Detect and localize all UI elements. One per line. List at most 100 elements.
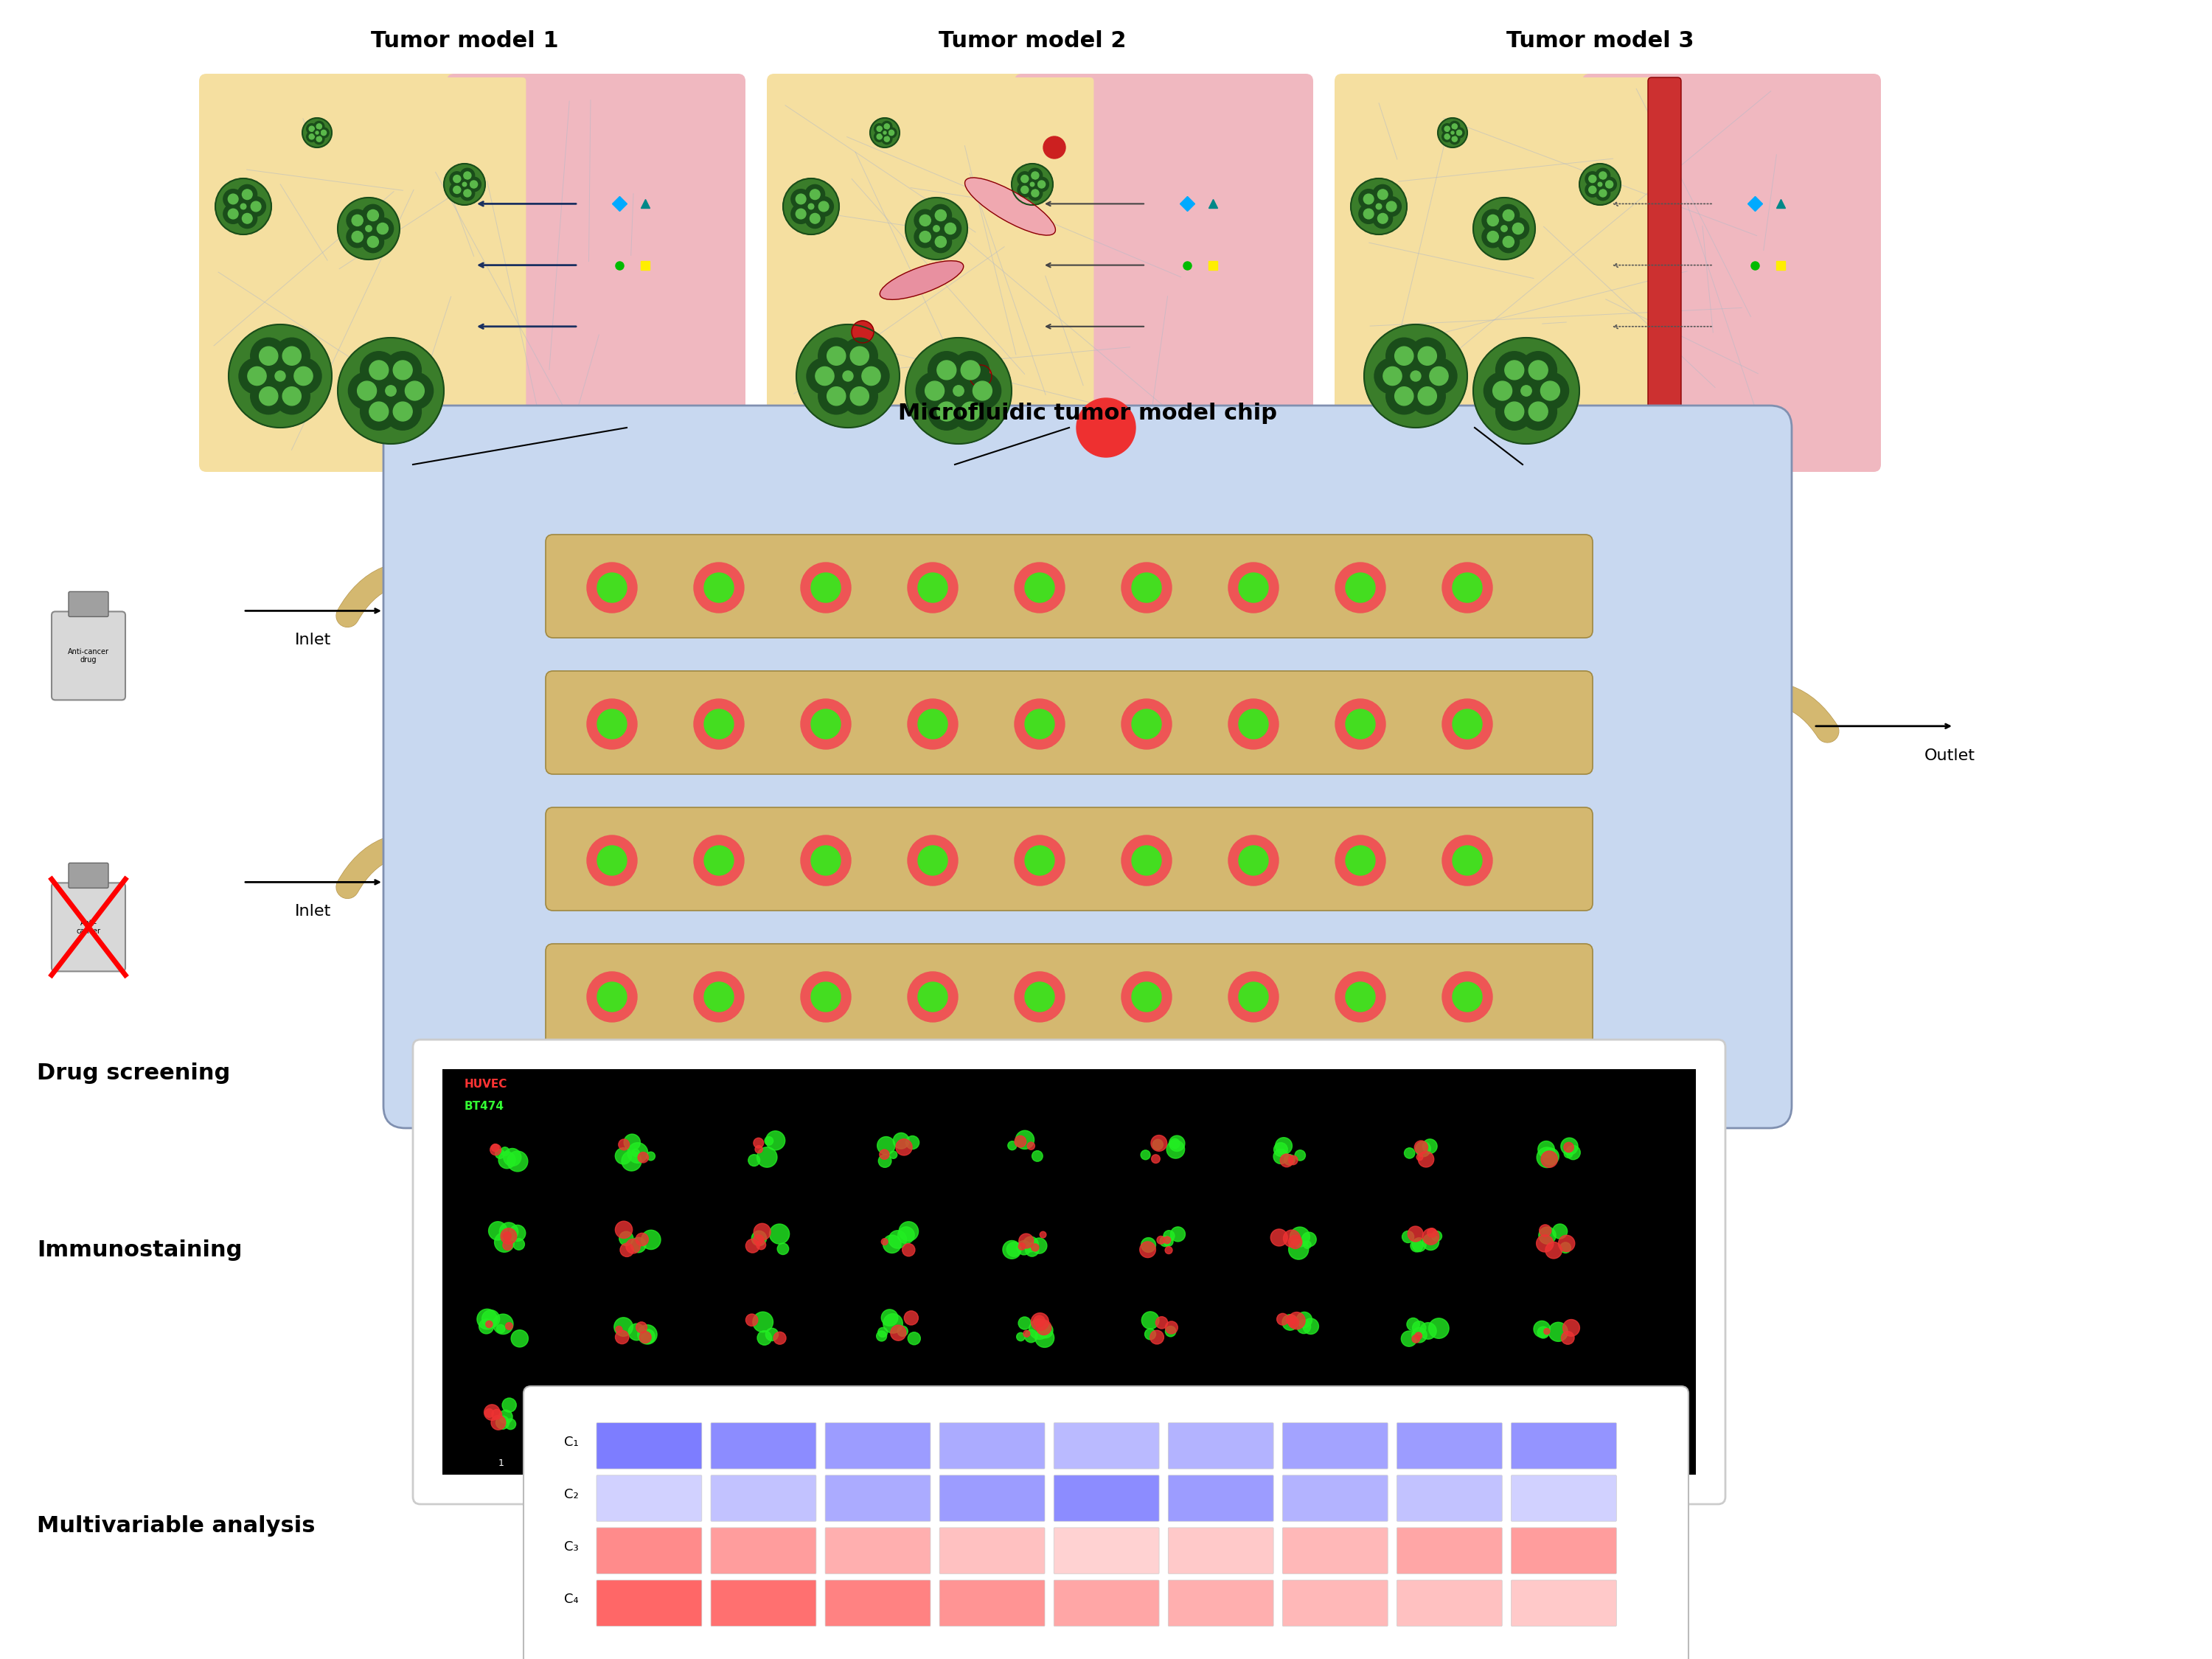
Text: Multivariable analysis: Multivariable analysis: [38, 1516, 314, 1536]
Circle shape: [907, 972, 958, 1022]
Ellipse shape: [964, 178, 1055, 236]
Circle shape: [1239, 710, 1267, 738]
Circle shape: [1444, 126, 1449, 131]
Circle shape: [1413, 1321, 1427, 1334]
Ellipse shape: [880, 260, 964, 300]
Circle shape: [907, 836, 958, 886]
Circle shape: [880, 1309, 898, 1326]
Circle shape: [630, 1402, 644, 1415]
FancyBboxPatch shape: [442, 1068, 1697, 1475]
Circle shape: [1597, 182, 1601, 186]
Circle shape: [1037, 1321, 1051, 1335]
Circle shape: [1121, 836, 1172, 886]
Circle shape: [1402, 1231, 1413, 1243]
Circle shape: [307, 124, 316, 134]
Circle shape: [241, 204, 246, 209]
Circle shape: [695, 972, 743, 1022]
Circle shape: [1228, 972, 1279, 1022]
Circle shape: [1276, 1314, 1290, 1326]
Circle shape: [1026, 1243, 1040, 1256]
FancyBboxPatch shape: [1648, 78, 1681, 468]
Circle shape: [1363, 194, 1374, 204]
Circle shape: [916, 372, 953, 410]
Circle shape: [1546, 1243, 1562, 1259]
Circle shape: [796, 325, 900, 428]
Circle shape: [491, 1145, 500, 1151]
Circle shape: [805, 201, 816, 212]
Circle shape: [1416, 1141, 1431, 1156]
Circle shape: [874, 124, 885, 134]
Circle shape: [754, 1145, 763, 1153]
Circle shape: [938, 360, 956, 380]
Circle shape: [880, 1239, 887, 1244]
FancyBboxPatch shape: [940, 1528, 1044, 1574]
Circle shape: [907, 1136, 920, 1150]
Circle shape: [241, 189, 252, 199]
Circle shape: [1433, 1404, 1449, 1420]
FancyBboxPatch shape: [414, 1040, 1725, 1505]
Circle shape: [1044, 136, 1066, 159]
Circle shape: [752, 1312, 774, 1332]
Circle shape: [752, 1394, 772, 1413]
Circle shape: [394, 401, 411, 421]
Circle shape: [878, 1136, 896, 1155]
Circle shape: [378, 380, 403, 403]
Circle shape: [405, 382, 425, 400]
Circle shape: [250, 378, 288, 415]
FancyBboxPatch shape: [1582, 73, 1880, 471]
Circle shape: [1422, 1234, 1440, 1251]
Circle shape: [1146, 1329, 1155, 1340]
Circle shape: [637, 1326, 657, 1344]
Circle shape: [889, 129, 894, 136]
Circle shape: [500, 1410, 513, 1423]
Circle shape: [774, 1332, 785, 1344]
Circle shape: [929, 231, 951, 252]
Circle shape: [1281, 1155, 1294, 1166]
Circle shape: [502, 1241, 513, 1251]
Circle shape: [307, 131, 316, 141]
Circle shape: [1405, 1148, 1416, 1158]
Circle shape: [885, 124, 889, 129]
Circle shape: [1294, 1150, 1305, 1161]
FancyBboxPatch shape: [710, 1475, 816, 1521]
FancyBboxPatch shape: [1283, 1423, 1387, 1468]
FancyBboxPatch shape: [1053, 1528, 1159, 1574]
Circle shape: [1564, 1412, 1575, 1422]
Circle shape: [1420, 358, 1458, 395]
Circle shape: [635, 1233, 648, 1246]
Circle shape: [1029, 168, 1042, 182]
Circle shape: [1495, 352, 1533, 388]
Circle shape: [1544, 1329, 1551, 1334]
Circle shape: [274, 338, 310, 373]
FancyBboxPatch shape: [383, 405, 1792, 1128]
Circle shape: [1022, 186, 1029, 194]
Circle shape: [1150, 1410, 1168, 1427]
Circle shape: [1157, 1236, 1166, 1244]
Circle shape: [1031, 1244, 1040, 1251]
Circle shape: [1022, 176, 1029, 182]
Circle shape: [905, 338, 1011, 445]
Circle shape: [1290, 1228, 1310, 1248]
Circle shape: [1029, 1400, 1044, 1415]
Circle shape: [1170, 1226, 1186, 1241]
Circle shape: [757, 1399, 765, 1407]
Circle shape: [883, 1314, 902, 1334]
Circle shape: [285, 358, 321, 395]
Circle shape: [1009, 830, 1071, 891]
Circle shape: [1436, 557, 1498, 619]
Circle shape: [274, 378, 310, 415]
Circle shape: [1436, 830, 1498, 891]
Circle shape: [1484, 372, 1522, 410]
Circle shape: [1015, 836, 1064, 886]
Circle shape: [1504, 360, 1524, 380]
Circle shape: [1270, 1229, 1287, 1246]
Circle shape: [396, 372, 434, 410]
Circle shape: [1599, 173, 1606, 179]
Circle shape: [1528, 360, 1548, 380]
Circle shape: [1133, 572, 1161, 602]
FancyBboxPatch shape: [940, 1475, 1044, 1521]
Circle shape: [885, 136, 889, 141]
Circle shape: [1422, 1140, 1438, 1153]
FancyBboxPatch shape: [1015, 73, 1314, 471]
Circle shape: [1482, 209, 1504, 231]
